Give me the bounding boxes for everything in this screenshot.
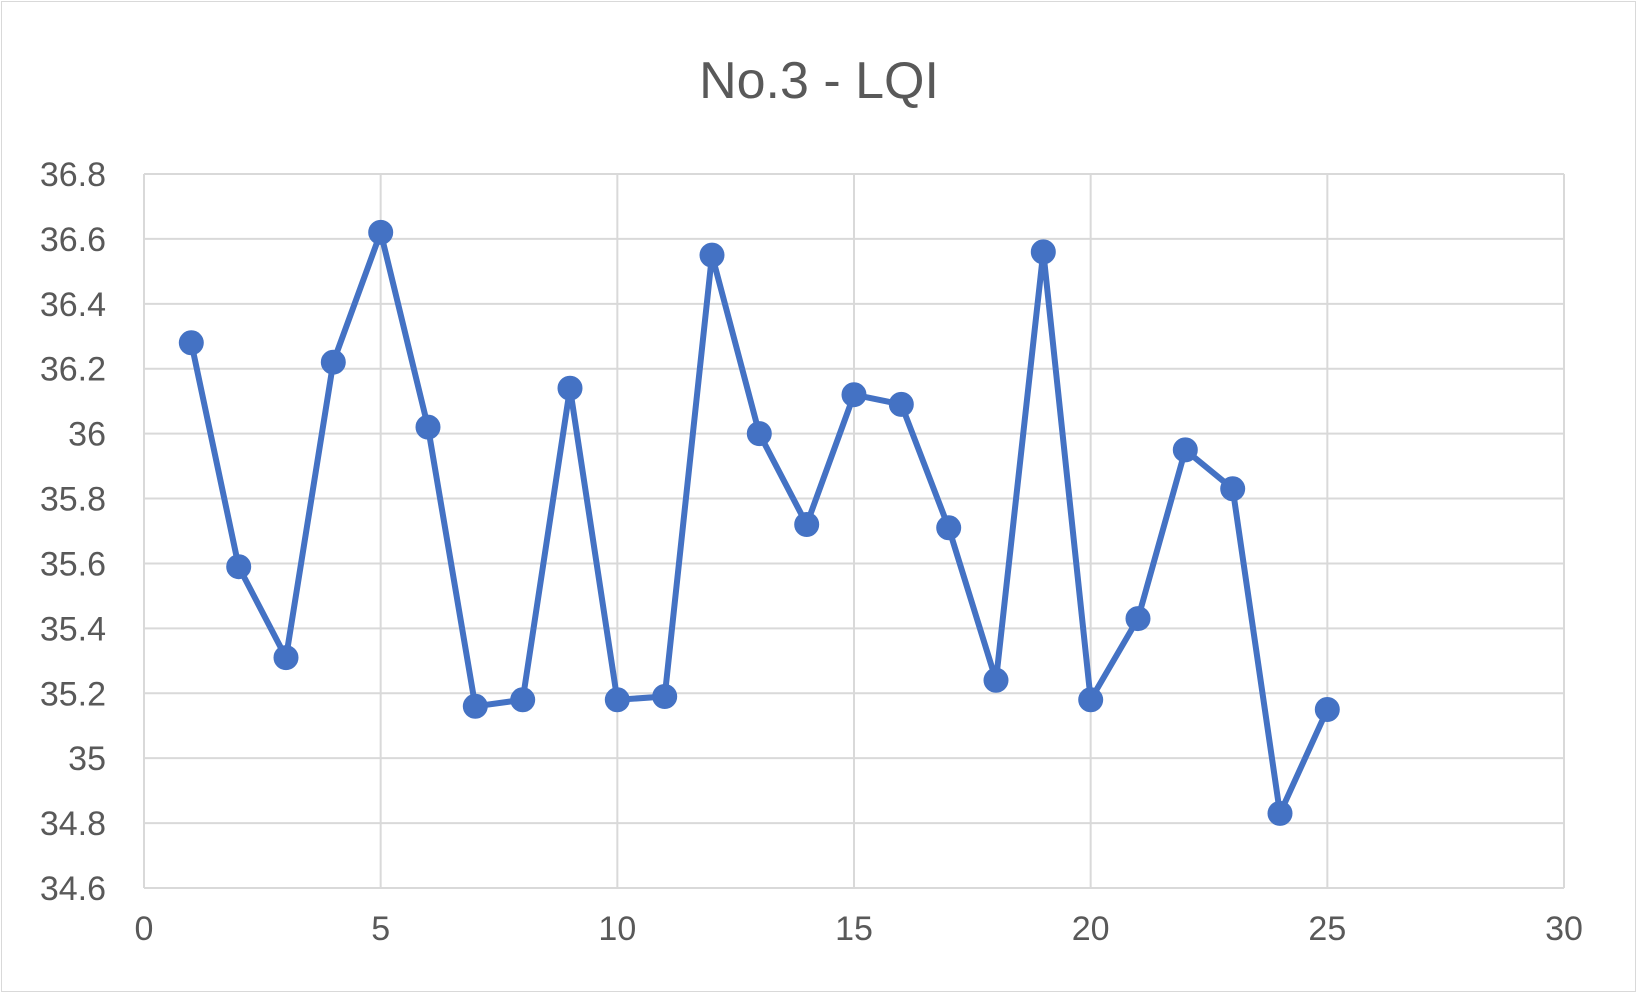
data-point [226, 554, 252, 580]
data-point [1030, 239, 1056, 265]
data-point [841, 382, 867, 408]
data-point [699, 242, 725, 268]
y-tick-label: 35.8 [40, 481, 106, 519]
data-point [1172, 437, 1198, 463]
data-point [1267, 800, 1293, 826]
data-point [983, 667, 1009, 693]
data-point [273, 645, 299, 671]
y-tick-label: 36 [68, 416, 106, 454]
data-point [462, 693, 488, 719]
x-tick-label: 20 [1072, 910, 1110, 948]
data-point [746, 421, 772, 447]
y-tick-label: 36.8 [40, 156, 106, 194]
data-point [1125, 606, 1151, 632]
gridlines [143, 173, 1565, 889]
y-tick-label: 34.8 [40, 805, 106, 843]
y-tick-label: 36.6 [40, 221, 106, 259]
data-point [888, 391, 914, 417]
data-point [794, 512, 820, 537]
data-point [604, 687, 630, 713]
x-tick-label: 25 [1308, 910, 1346, 948]
data-point [1220, 476, 1246, 502]
data-point [1078, 687, 1104, 713]
y-tick-label: 35.4 [40, 610, 106, 648]
plot-series [178, 219, 1340, 826]
x-tick-label: 10 [598, 910, 636, 948]
data-point [510, 687, 536, 713]
x-tick-label: 0 [135, 910, 154, 948]
data-point [415, 414, 441, 440]
data-point [1314, 697, 1340, 722]
y-tick-label: 35 [68, 740, 106, 778]
y-tick-label: 36.2 [40, 351, 106, 389]
x-tick-label: 15 [835, 910, 873, 948]
data-point [936, 515, 962, 541]
axis-tick-labels: 34.6 34.8 35 35.2 35.4 35.6 35.8 36 36.2 36.4 36.6… [40, 156, 1583, 948]
chart-title: No.3 - LQI [699, 52, 939, 110]
series-line [188, 229, 1331, 817]
data-point [652, 684, 678, 709]
data-point [178, 330, 204, 356]
y-tick-label: 35.6 [40, 545, 106, 583]
data-point [557, 375, 583, 401]
y-tick-label: 34.6 [40, 870, 106, 908]
y-tick-label: 36.4 [40, 286, 106, 324]
data-point [320, 349, 346, 375]
x-tick-label: 5 [371, 910, 390, 948]
data-point [368, 219, 394, 245]
y-tick-label: 35.2 [40, 675, 106, 713]
x-tick-label: 30 [1545, 910, 1583, 948]
